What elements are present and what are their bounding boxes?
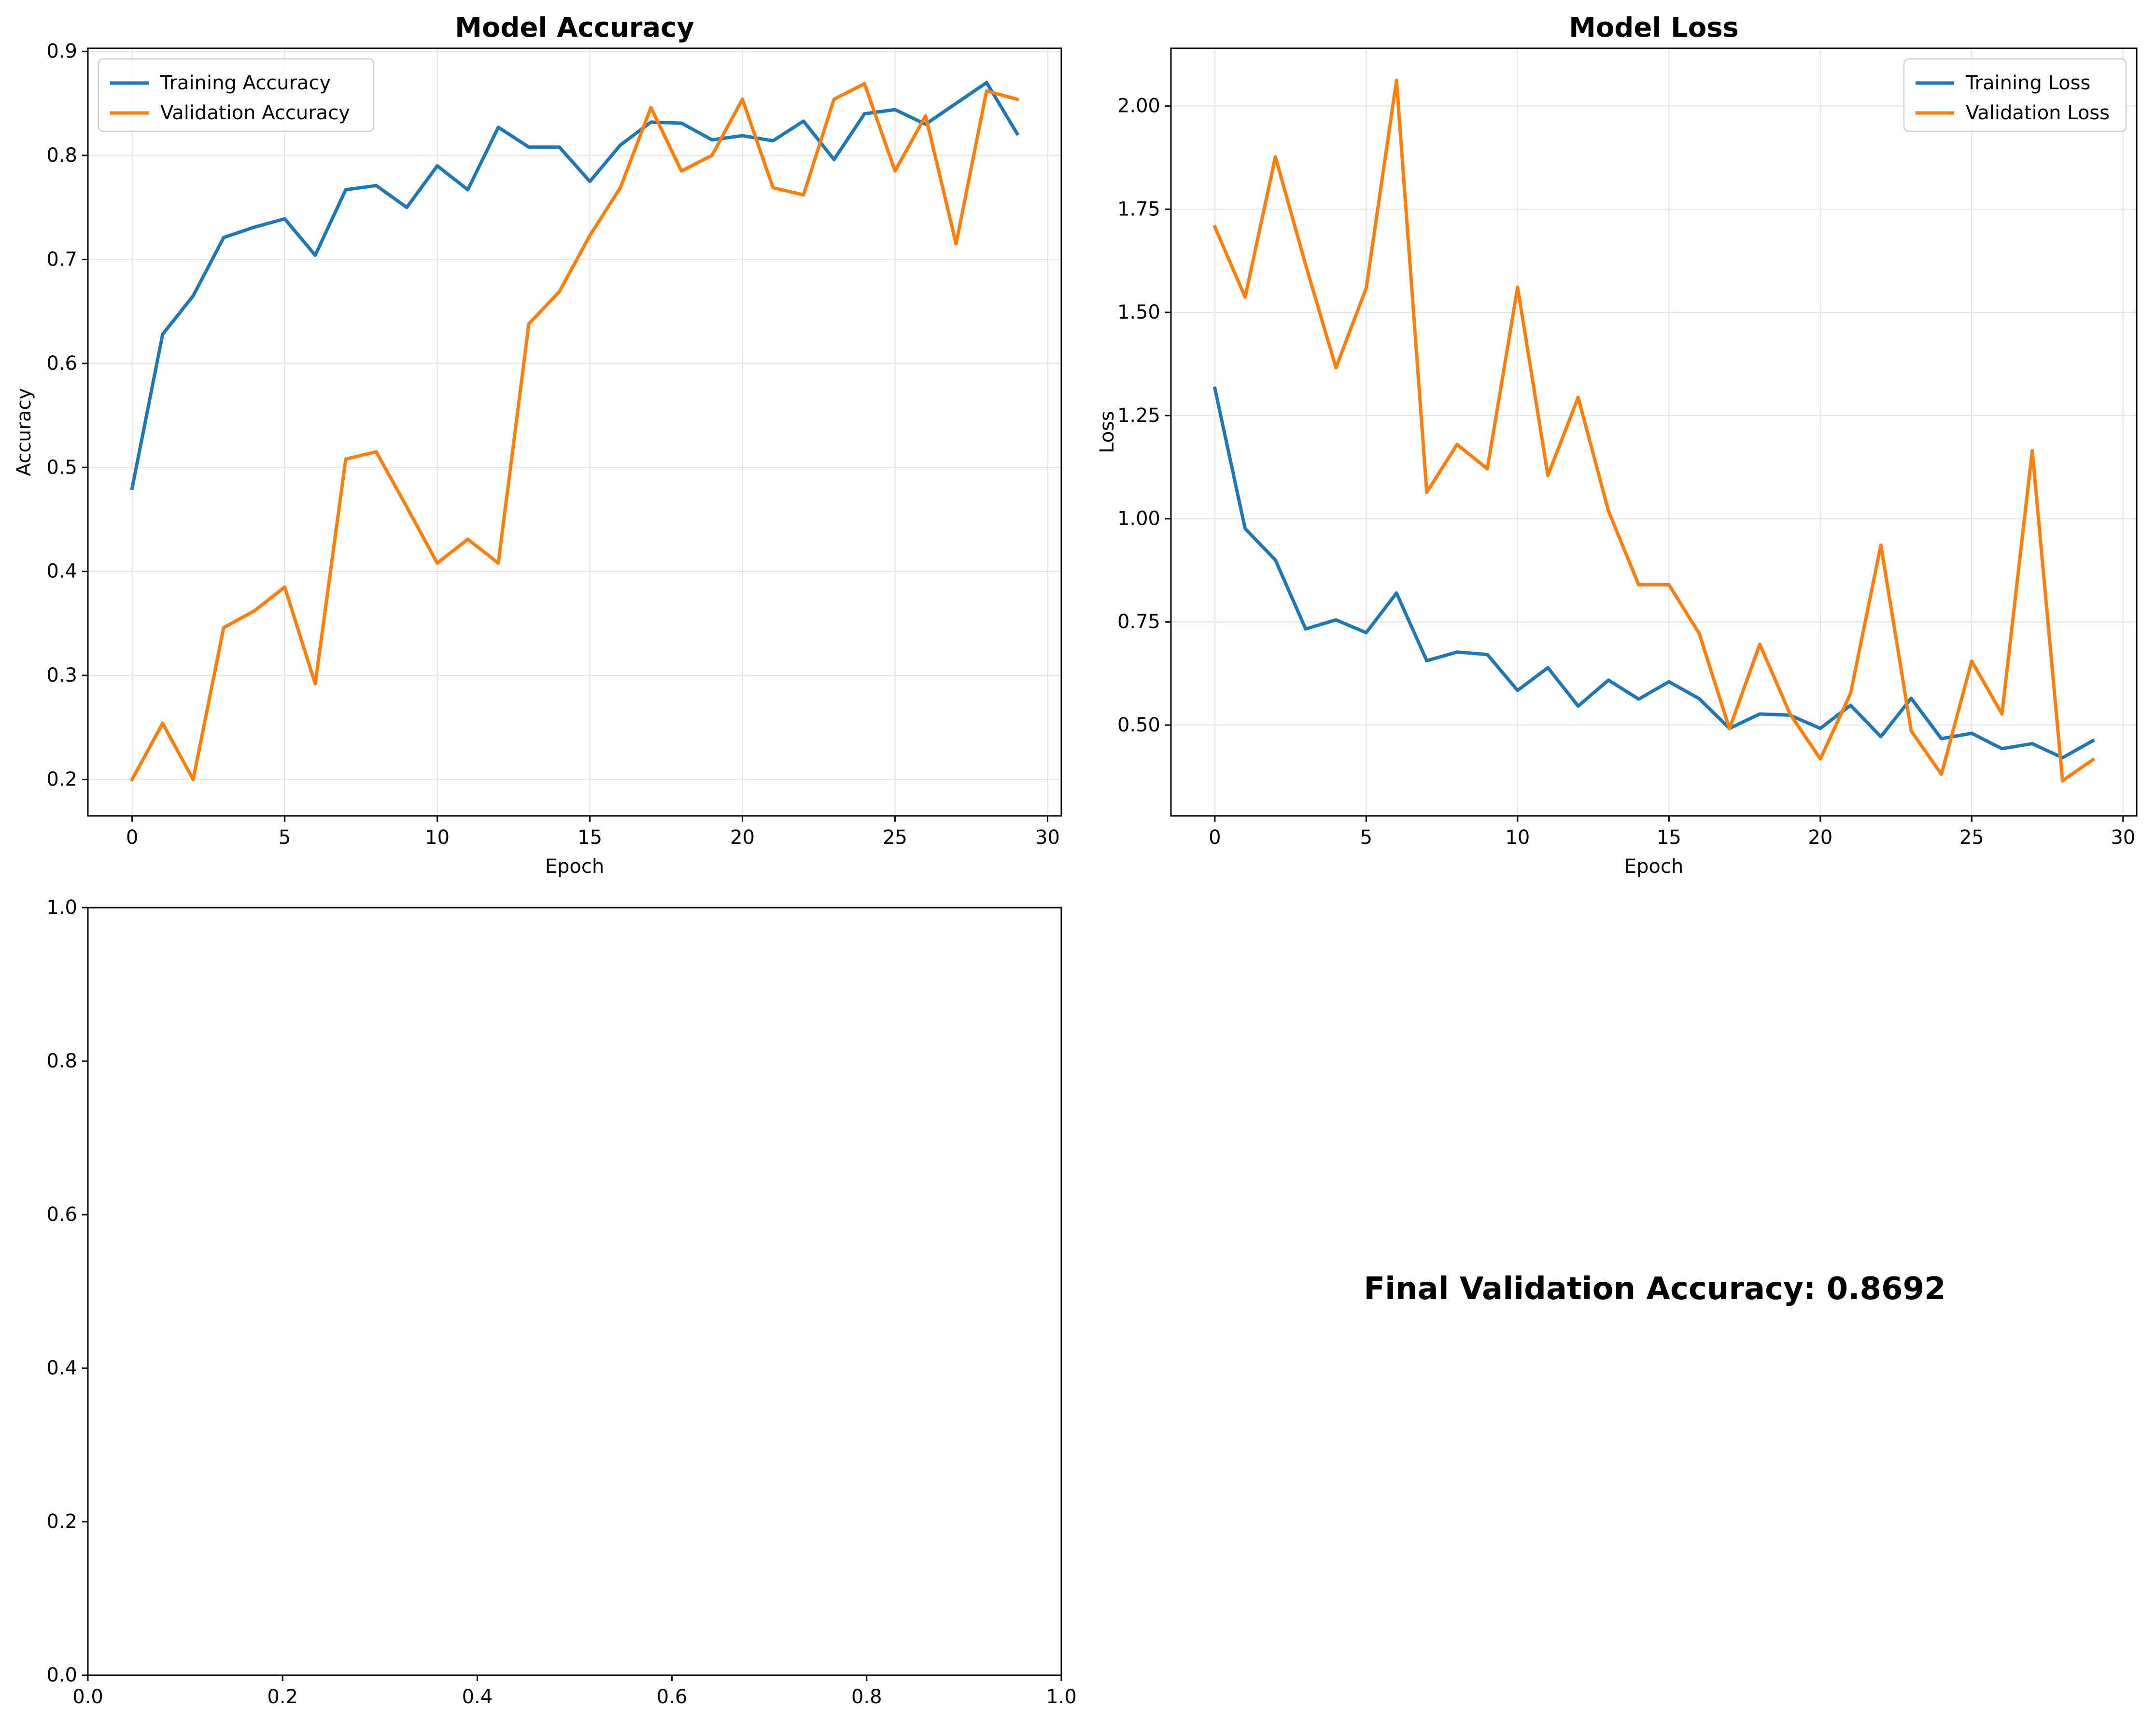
- legend: Training Loss Validation Loss: [1903, 58, 2127, 132]
- y-tick-label: 1.25: [1117, 405, 1160, 427]
- legend-box: [1903, 58, 2127, 132]
- y-tick-label: 0.4: [46, 560, 77, 583]
- x-tick-label: 30: [1035, 826, 1060, 849]
- x-tick-label: 5: [1360, 826, 1372, 849]
- series-line-training-loss: [1212, 386, 2095, 759]
- x-tick-label: 0.4: [462, 1686, 493, 1708]
- y-tick-label: 0.2: [46, 1511, 77, 1533]
- x-tick-label: 10: [1505, 826, 1530, 849]
- x-tick-label: 0.2: [267, 1686, 298, 1708]
- legend-label: Training Accuracy: [160, 72, 331, 94]
- y-axis-label: Loss: [1096, 411, 1118, 453]
- x-tick-label: 30: [2111, 826, 2135, 849]
- y-tick-label: 0.3: [46, 664, 77, 686]
- axes-frame: [87, 47, 1062, 817]
- y-tick-label: 2.00: [1117, 95, 1160, 117]
- chart-title: Model Loss: [1569, 12, 1739, 43]
- x-tick-label: 15: [1657, 826, 1681, 849]
- series-line-training-accuracy: [130, 81, 1020, 490]
- y-tick-label: 1.75: [1117, 198, 1160, 220]
- x-tick-label: 5: [279, 826, 291, 849]
- x-tick-label: 15: [578, 826, 602, 849]
- y-tick-label: 0.6: [46, 352, 77, 375]
- x-tick-label: 0: [126, 826, 138, 849]
- axes-frame: [87, 907, 1062, 1676]
- y-tick-label: 0.4: [46, 1357, 77, 1379]
- legend-label: Training Loss: [1965, 72, 2090, 94]
- x-axis-label: Epoch: [1624, 855, 1683, 878]
- x-tick-label: 20: [730, 826, 755, 849]
- y-tick-label: 1.50: [1117, 301, 1160, 323]
- y-tick-label: 0.5: [46, 456, 77, 478]
- x-tick-label: 1.0: [1046, 1686, 1077, 1708]
- y-tick-label: 0.9: [46, 40, 77, 62]
- x-tick-label: 0.0: [72, 1686, 103, 1708]
- final-validation-accuracy-text: Final Validation Accuracy: 0.8692: [1364, 1271, 1945, 1307]
- x-axis-label: Epoch: [545, 855, 604, 878]
- x-tick-label: 10: [425, 826, 450, 849]
- loss-chart: 0 5 10 15 20 25 30 0.50 0.75 1.00 1.25 1.50 1.75 2.00…: [1096, 12, 2138, 878]
- x-tick-label: 20: [1808, 826, 1832, 849]
- series-line-validation-loss: [1212, 79, 2095, 783]
- series-line-validation-accuracy: [129, 82, 1019, 782]
- x-tick-label: 25: [883, 826, 907, 849]
- y-tick-label: 0.8: [46, 144, 77, 167]
- y-tick-label: 0.7: [46, 248, 77, 270]
- y-tick-label: 0.8: [46, 1050, 77, 1072]
- x-tick-label: 0.6: [657, 1686, 688, 1708]
- legend-label: Validation Accuracy: [160, 102, 350, 124]
- y-axis-label: Accuracy: [13, 388, 35, 476]
- y-tick-label: 0.75: [1117, 611, 1160, 633]
- axes-frame: [1170, 47, 2138, 817]
- y-tick-label: 0.2: [46, 769, 77, 791]
- accuracy-chart: 0 5 10 15 20 25 30 0.2 0.3 0.4 0.5 0.6 0.7 0.8 0.9 Mode…: [13, 12, 1062, 878]
- legend-label: Validation Loss: [1966, 102, 2110, 124]
- y-tick-label: 1.00: [1117, 508, 1160, 530]
- y-tick-label: 0.50: [1117, 714, 1160, 736]
- y-tick-label: 1.0: [46, 897, 77, 919]
- x-tick-label: 25: [1959, 826, 1984, 849]
- legend: Training Accuracy Validation Accuracy: [98, 58, 375, 132]
- y-tick-label: 0.0: [46, 1664, 77, 1686]
- empty-axes-chart: 0.0 0.2 0.4 0.6 0.8 1.0 0.0 0.2 0.4 0.6 0.8 1.0: [46, 897, 1076, 1708]
- y-tick-label: 0.6: [46, 1204, 77, 1226]
- x-tick-label: 0: [1209, 826, 1221, 849]
- chart-title: Model Accuracy: [455, 12, 694, 43]
- x-tick-label: 0.8: [851, 1686, 882, 1708]
- legend-box: [98, 58, 375, 132]
